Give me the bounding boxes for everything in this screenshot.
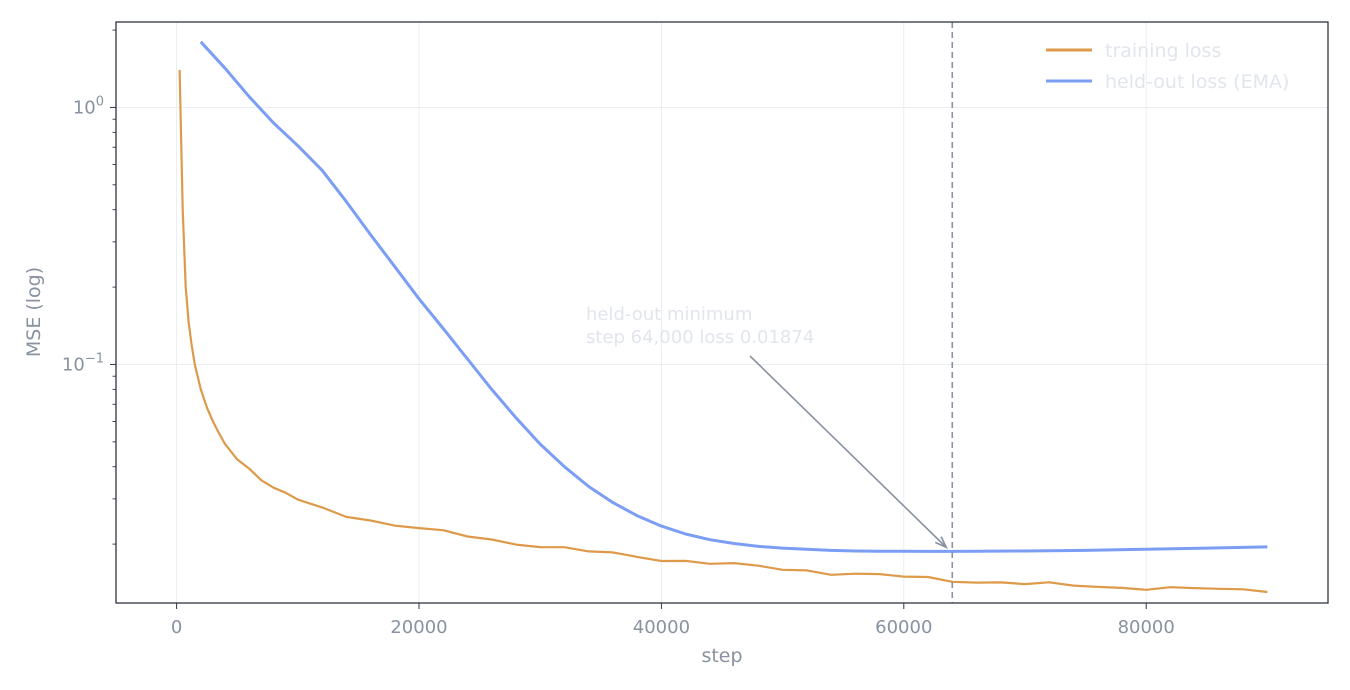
plot-frame (115, 21, 1329, 604)
minimum-annotation: held-out minimum step 64,000 loss 0.0187… (586, 304, 948, 550)
x-axis-title: step (701, 645, 742, 667)
annotation-arrow (749, 355, 947, 548)
annotation-arrowhead (934, 536, 948, 550)
x-tick-label: 0 (171, 617, 182, 638)
legend: training loss held-out loss (EMA) (1046, 40, 1289, 93)
annotation-line-1: held-out minimum (586, 304, 752, 325)
grid (116, 22, 1328, 603)
legend-label-training: training loss (1105, 40, 1221, 62)
x-tick-label: 40000 (633, 617, 690, 638)
x-tick-label: 80000 (1118, 617, 1175, 638)
axes: 0 20000 40000 60000 80000 100 10−1 (62, 29, 1175, 638)
training-loss-line (178, 69, 1268, 594)
annotation-line-2: step 64,000 loss 0.01874 (586, 327, 814, 348)
x-tick-label: 60000 (875, 617, 932, 638)
y-tick-label: 100 (73, 94, 104, 118)
y-tick-label: 10−1 (62, 351, 104, 375)
legend-label-heldout: held-out loss (EMA) (1105, 71, 1289, 93)
x-tick-label: 20000 (390, 617, 447, 638)
series-layer (178, 40, 1268, 594)
y-axis-title: MSE (log) (23, 267, 45, 357)
heldout-loss-line (199, 40, 1268, 553)
